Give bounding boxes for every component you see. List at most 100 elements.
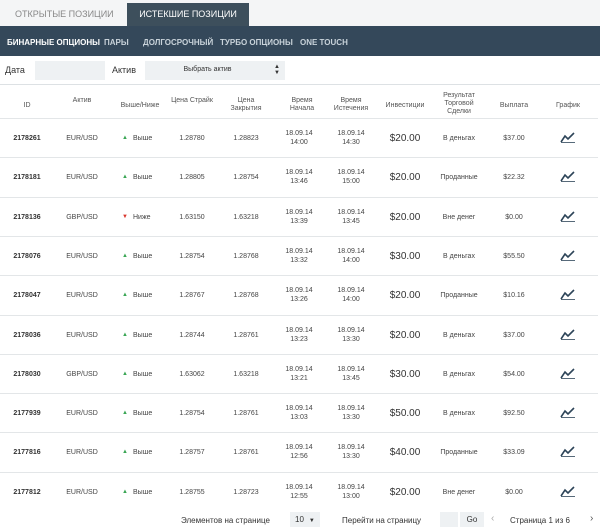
cell-close: 1.28761: [233, 410, 259, 418]
cell-close: 1.63218: [233, 213, 259, 221]
prev-page[interactable]: ‹: [491, 513, 495, 524]
cell-asset: EUR/USD: [66, 331, 98, 339]
table-row: 2178076 EUR/USD ▲ Выше 1.28754 1.28768 18.09.1…: [0, 235, 598, 273]
cell-asset: EUR/USD: [66, 252, 98, 260]
tab-expired[interactable]: ИСТЕКШИЕ ПОЗИЦИИ: [127, 3, 249, 26]
subtab[interactable]: ДОЛГОСРОЧНЫЙ: [143, 38, 214, 47]
cell-start: 18.09.14: [285, 208, 313, 216]
cell-start: 12:56: [290, 453, 308, 461]
cell-payout: $33.09: [503, 449, 525, 457]
cell-start: 18.09.14: [285, 130, 313, 137]
cell-payout: $0.00: [505, 213, 523, 221]
next-page[interactable]: ›: [590, 513, 594, 524]
cell-expiry: 18.09.14: [337, 405, 365, 413]
cell-id: 2177939: [13, 410, 41, 418]
cell-start: 12:55: [290, 492, 308, 500]
chart-icon-svg: [560, 368, 575, 379]
cell-start: 13:03: [290, 414, 308, 422]
cell-start: 18.09.14: [285, 365, 313, 373]
cell-direction: Выше: [133, 488, 153, 496]
chart-icon[interactable]: [560, 287, 576, 301]
table-row: 2177939 EUR/USD ▲ Выше 1.28754 1.28761 18.09.1…: [0, 393, 598, 431]
cell-expiry: 18.09.14: [337, 444, 365, 452]
cell-investment: $20.00: [389, 329, 421, 341]
chart-icon[interactable]: [560, 405, 576, 418]
cell-start: 13:26: [290, 296, 308, 304]
column-header: Время Начала: [289, 97, 315, 112]
cell-start: 18.09.14: [285, 326, 313, 334]
cell-investment: $20.00: [389, 172, 421, 184]
table-row: 2178181 EUR/USD ▲ Выше 1.28805 1.28754 18.09.1…: [0, 157, 598, 195]
cell-expiry: 13:30: [342, 335, 360, 343]
direction-arrow: ▲: [122, 135, 128, 141]
cell-strike: 1.28754: [179, 410, 205, 418]
cell-expiry: 14:00: [342, 296, 360, 304]
page-input[interactable]: [440, 512, 458, 527]
per-page-select[interactable]: 10 ▼: [290, 512, 320, 527]
chart-icon[interactable]: [560, 327, 576, 340]
subtab[interactable]: ТУРБО ОПЦИОНЫ: [220, 38, 293, 47]
cell-start: 18.09.14: [285, 483, 313, 491]
cell-expiry: 18.09.14: [337, 169, 365, 177]
asset-select-text: Выбрать актив: [183, 66, 232, 73]
cell-asset: EUR/USD: [66, 488, 98, 496]
cell-expiry: 15:00: [342, 178, 360, 186]
per-page-value: 10: [295, 515, 304, 524]
cell-close: 1.28768: [233, 252, 259, 260]
cell-start: 13:23: [290, 335, 308, 343]
cell-expiry: 14:00: [342, 256, 360, 264]
select-arrows: ▲ ▼: [274, 64, 280, 76]
cell-expiry: 14:30: [342, 139, 360, 146]
direction-arrow: ▲: [122, 252, 128, 259]
chart-icon[interactable]: [560, 366, 576, 379]
cell-payout: $54.00: [503, 370, 525, 378]
cell-expiry: 18.09.14: [337, 326, 365, 334]
cell-strike: 1.28780: [179, 135, 205, 142]
cell-expiry: 18.09.14: [337, 483, 365, 491]
subtab[interactable]: ONE TOUCH: [300, 38, 348, 47]
cell-asset: EUR/USD: [66, 174, 98, 182]
direction-arrow: ▼: [122, 213, 128, 220]
cell-investment: $20.00: [389, 486, 421, 498]
cell-strike: 1.28744: [179, 331, 205, 339]
tab-open[interactable]: ОТКРЫТЫЕ ПОЗИЦИИ: [15, 9, 114, 19]
cell-direction: Выше: [133, 174, 153, 182]
date-label: Дата: [5, 65, 25, 75]
column-header: Выплата: [499, 102, 529, 109]
cell-expiry: 13:30: [342, 453, 360, 461]
cell-investment: $30.00: [389, 368, 421, 380]
chart-icon[interactable]: [560, 130, 576, 143]
cell-expiry: 18.09.14: [337, 130, 365, 137]
column-header: График: [556, 102, 580, 109]
chart-icon[interactable]: [560, 444, 576, 458]
cell-start: 18.09.14: [285, 444, 313, 452]
cell-start: 18.09.14: [285, 287, 313, 295]
cell-direction: Выше: [133, 331, 153, 339]
cell-close: 1.63218: [233, 370, 259, 378]
cell-strike: 1.28755: [179, 488, 205, 496]
cell-asset: EUR/USD: [66, 410, 98, 418]
go-button[interactable]: Go: [460, 512, 484, 527]
direction-arrow: ▲: [122, 174, 128, 181]
column-header: Актив: [72, 97, 92, 104]
chart-icon-svg: [560, 328, 575, 340]
chart-icon[interactable]: [560, 169, 576, 183]
chart-icon[interactable]: [560, 209, 576, 222]
cell-direction: Ниже: [133, 213, 151, 221]
subtab-bar: [0, 26, 600, 56]
cell-direction: Выше: [133, 252, 153, 260]
date-input[interactable]: [35, 61, 105, 80]
cell-start: 14:00: [290, 139, 308, 146]
chart-icon[interactable]: [560, 248, 576, 261]
chart-icon[interactable]: [560, 484, 576, 497]
subtab[interactable]: БИНАРНЫЕ ОПЦИОНЫ: [7, 38, 100, 47]
subtab[interactable]: ПАРЫ: [104, 38, 129, 47]
cell-payout: $92.50: [503, 410, 525, 418]
direction-arrow: ▲: [122, 488, 128, 495]
cell-investment: $20.00: [389, 211, 421, 223]
asset-select[interactable]: Выбрать актив ▲ ▼: [145, 61, 285, 80]
cell-direction: Выше: [133, 135, 153, 142]
cell-start: 18.09.14: [285, 247, 313, 255]
cell-result: Проданные: [440, 449, 478, 457]
cell-strike: 1.63150: [179, 213, 205, 221]
